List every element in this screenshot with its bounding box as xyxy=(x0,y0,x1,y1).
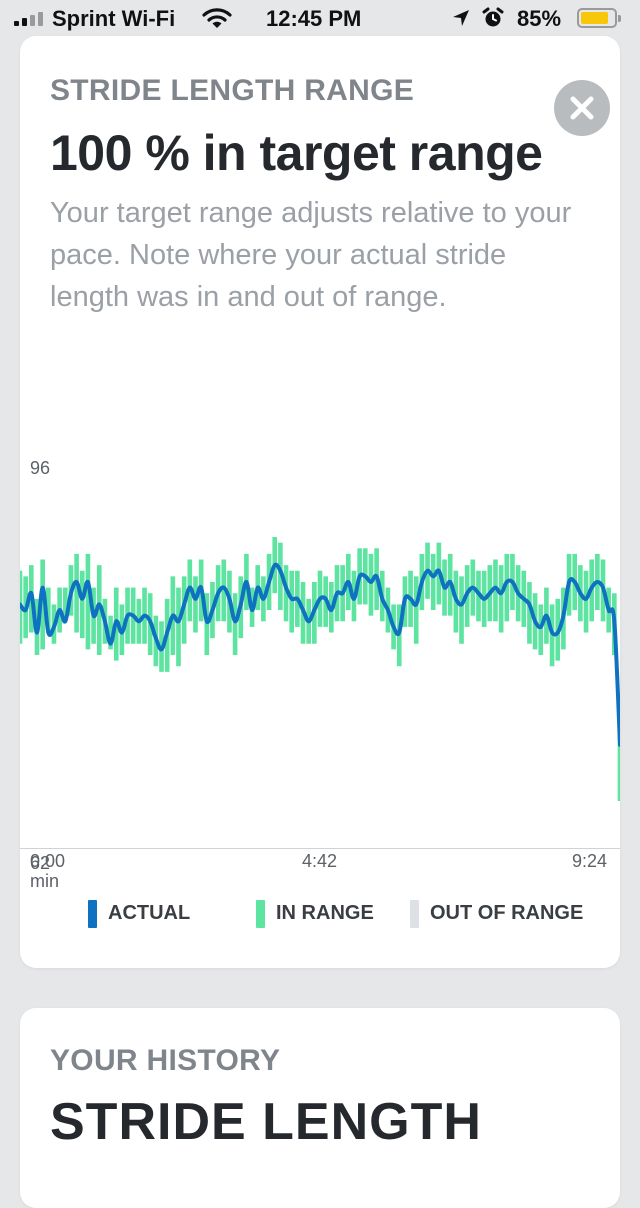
x-tick-label-end: 9:24 xyxy=(572,851,608,871)
in-range-bar xyxy=(368,553,374,616)
card-headline: 100 % in target range xyxy=(50,125,543,181)
close-button[interactable] xyxy=(554,80,610,136)
in-range-bar xyxy=(108,615,113,650)
stride-range-card: STRIDE LENGTH RANGE 100 % in target rang… xyxy=(20,36,620,968)
in-range-bar xyxy=(498,565,504,633)
x-tick-label-mid: 4:42 xyxy=(302,851,338,871)
in-range-bar xyxy=(289,570,295,633)
history-eyebrow: YOUR HISTORY xyxy=(50,1044,281,1077)
legend-swatch-out-of-range xyxy=(410,900,419,928)
battery-level-fill xyxy=(581,12,608,24)
in-range-bar xyxy=(79,570,85,639)
battery-icon xyxy=(577,8,621,28)
stride-length-chart: 96 62 xyxy=(20,458,620,873)
in-range-bar xyxy=(74,553,79,633)
in-range-bar xyxy=(40,559,45,650)
card-eyebrow: STRIDE LENGTH RANGE xyxy=(50,74,415,107)
x-tick-label-start: 0:00 xyxy=(30,851,66,871)
in-range-bar xyxy=(176,587,181,667)
legend-label-actual: ACTUAL xyxy=(108,902,191,924)
cellular-signal-icon xyxy=(14,12,43,26)
in-range-bar xyxy=(204,593,210,655)
legend-swatch-actual xyxy=(88,900,97,928)
x-axis-unit: min xyxy=(30,871,60,891)
in-range-bar xyxy=(283,565,289,622)
clock-time: 12:45 PM xyxy=(266,6,362,31)
legend-label-in-range: IN RANGE xyxy=(276,902,374,924)
wifi-icon xyxy=(202,7,232,35)
in-range-bar xyxy=(221,559,227,622)
in-range-bar xyxy=(459,576,464,644)
in-range-bar xyxy=(504,553,510,622)
in-range-bar xyxy=(232,593,238,655)
in-range-bands xyxy=(20,537,620,802)
in-range-bar xyxy=(413,576,419,644)
in-range-bar xyxy=(493,559,498,622)
location-arrow-icon xyxy=(451,8,471,34)
status-bar: Sprint Wi-Fi 12:45 PM 85% xyxy=(0,0,640,40)
in-range-bar xyxy=(85,553,91,650)
in-range-bar xyxy=(62,587,68,622)
in-range-bar xyxy=(538,604,544,655)
in-range-bar xyxy=(583,570,589,633)
in-range-bar xyxy=(45,587,51,633)
in-range-bar xyxy=(96,565,102,655)
legend-swatch-in-range xyxy=(256,900,265,928)
carrier-name: Sprint Wi-Fi xyxy=(52,6,176,31)
legend-label-out-of-range: OUT OF RANGE xyxy=(430,902,584,924)
battery-percentage: 85% xyxy=(517,6,562,31)
in-range-bar xyxy=(193,576,198,633)
in-range-bar xyxy=(527,581,532,644)
close-icon xyxy=(570,96,594,120)
y-tick-label-top: 96 xyxy=(30,458,50,478)
history-card[interactable]: YOUR HISTORY STRIDE LENGTH xyxy=(20,1008,620,1208)
x-axis-line xyxy=(20,848,620,849)
alarm-clock-icon xyxy=(482,7,504,35)
in-range-bar xyxy=(617,699,620,802)
actual-stride-line xyxy=(20,562,620,747)
history-headline: STRIDE LENGTH xyxy=(50,1093,482,1151)
y-tick-label-bottom: 62 xyxy=(30,853,50,873)
in-range-bar xyxy=(430,553,436,611)
card-description: Your target range adjusts relative to yo… xyxy=(50,197,572,313)
